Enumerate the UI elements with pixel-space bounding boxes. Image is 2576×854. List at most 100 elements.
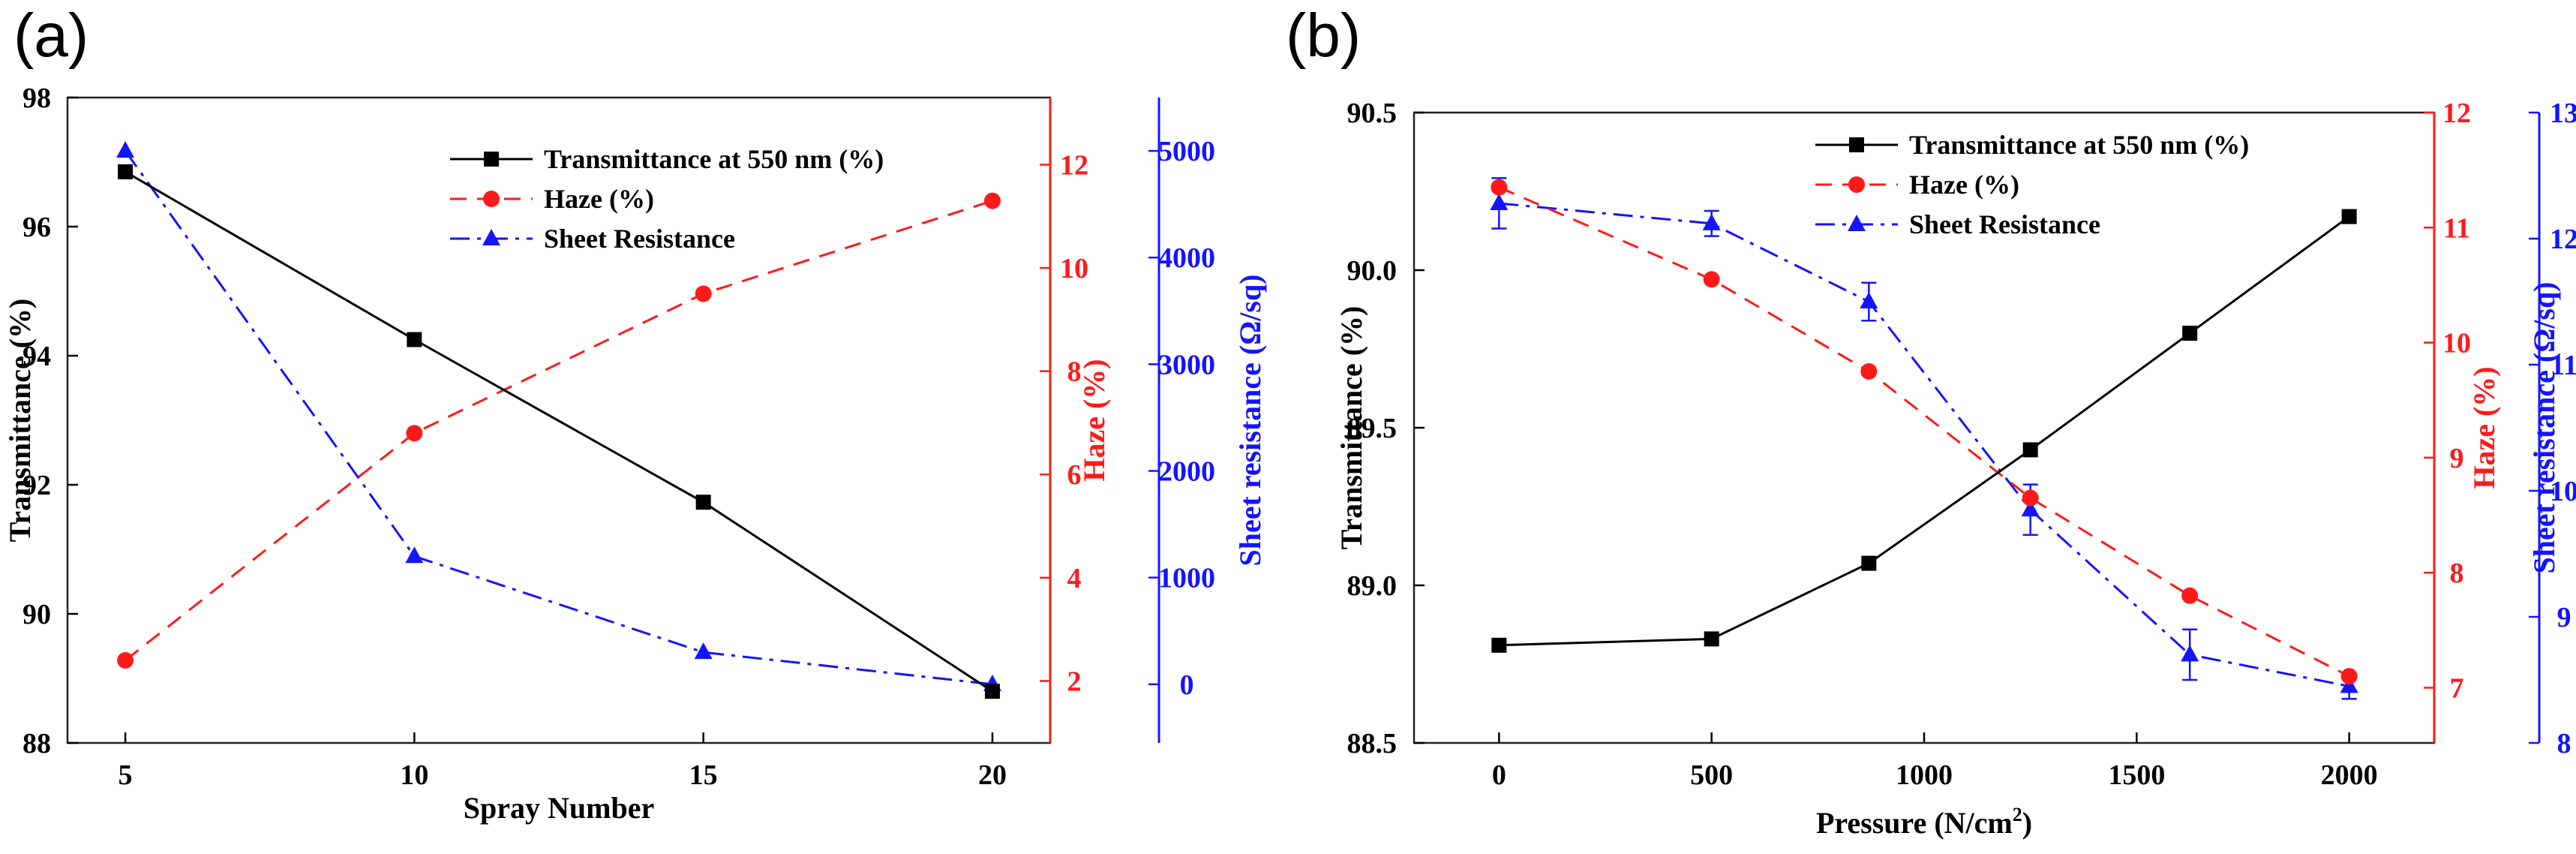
data-point-triangle bbox=[1860, 292, 1878, 308]
x-tick-label: 1500 bbox=[2108, 759, 2165, 791]
left-tick-label: 89.5 bbox=[1347, 413, 1398, 444]
data-point-square bbox=[2022, 442, 2038, 458]
outer-tick-label: 4000 bbox=[1158, 242, 1215, 274]
x-tick-label: 2000 bbox=[2321, 759, 2378, 791]
legend-label: Haze (%) bbox=[1909, 170, 2019, 200]
legend-marker-triangle bbox=[1848, 215, 1866, 231]
x-axis-title-end: ) bbox=[2022, 806, 2032, 840]
outer-tick-label: 13 bbox=[2550, 98, 2576, 129]
data-point-triangle bbox=[2340, 676, 2358, 693]
data-point-circle bbox=[2181, 587, 2199, 604]
data-point-triangle bbox=[116, 141, 135, 158]
left-tick-label: 94 bbox=[23, 341, 51, 372]
left-tick-label: 96 bbox=[23, 212, 51, 243]
right-tick-label: 12 bbox=[2442, 98, 2471, 129]
series-line-circle bbox=[1498, 186, 2350, 678]
outer-tick-label: 9 bbox=[2557, 602, 2571, 633]
right-tick-label: 10 bbox=[2442, 328, 2471, 359]
data-point-circle bbox=[695, 285, 712, 302]
right-tick-label: 6 bbox=[1067, 459, 1082, 491]
outer-tick-label: 3000 bbox=[1158, 349, 1215, 380]
left-tick-label: 92 bbox=[23, 470, 51, 501]
data-point-circle bbox=[1703, 271, 1720, 288]
data-point-square bbox=[2182, 326, 2198, 341]
x-axis-title-sup: 2 bbox=[2013, 804, 2022, 825]
data-point-square bbox=[118, 164, 134, 179]
data-point-circle bbox=[2022, 489, 2039, 507]
left-tick-label: 90.0 bbox=[1347, 255, 1398, 287]
right-axis-title: Haze (%) bbox=[1077, 359, 1111, 481]
right-tick-label: 8 bbox=[1067, 356, 1082, 388]
series-line-triangle bbox=[124, 150, 993, 686]
outer-tick-label: 0 bbox=[1180, 669, 1194, 701]
left-axis-title: Transmittance (%) bbox=[1335, 306, 1368, 550]
outer-tick-label: 2000 bbox=[1158, 456, 1215, 488]
outer-tick-label: 1000 bbox=[1158, 563, 1215, 594]
outer-tick-label: 11 bbox=[2550, 350, 2576, 381]
outer-axis-title: Sheet resistance (Ω/sq) bbox=[2527, 281, 2561, 573]
left-tick-label: 89.0 bbox=[1347, 570, 1398, 602]
data-point-circle bbox=[1860, 362, 1878, 380]
data-point-square bbox=[1491, 637, 1507, 653]
series-line-square bbox=[1499, 215, 2350, 647]
legend-label: Haze (%) bbox=[544, 184, 654, 214]
x-tick-label: 5 bbox=[119, 759, 133, 791]
data-point-triangle bbox=[1490, 193, 1509, 210]
right-tick-label: 9 bbox=[2450, 443, 2464, 474]
right-tick-label: 2 bbox=[1067, 666, 1082, 697]
left-axis-title: Transmittance (%) bbox=[3, 299, 37, 543]
series-line-triangle bbox=[1499, 202, 2349, 687]
x-tick-label: 10 bbox=[400, 759, 428, 791]
right-tick-label: 10 bbox=[1060, 253, 1088, 284]
right-tick-label: 12 bbox=[1060, 149, 1088, 181]
outer-axis-title: Sheet resistance (Ω/sq) bbox=[1233, 274, 1267, 566]
left-tick-label: 98 bbox=[23, 83, 51, 114]
legend-marker-square bbox=[1849, 137, 1864, 152]
legend-label: Transmittance at 550 nm (%) bbox=[544, 144, 884, 174]
data-point-square bbox=[984, 684, 1000, 699]
left-tick-label: 90 bbox=[23, 599, 51, 630]
data-point-circle bbox=[2340, 668, 2358, 685]
data-point-circle bbox=[983, 192, 1001, 209]
x-tick-label: 500 bbox=[1690, 759, 1733, 791]
outer-tick-label: 10 bbox=[2550, 476, 2576, 507]
right-axis-title: Haze (%) bbox=[2467, 366, 2501, 489]
series-line-circle bbox=[125, 200, 993, 662]
outer-tick-label: 5000 bbox=[1158, 136, 1215, 167]
left-tick-label: 88.5 bbox=[1347, 728, 1398, 759]
legend-label: Sheet Resistance bbox=[544, 224, 735, 254]
panel-b: (b) 0 500 1000 1500 2000 Pressure (N/cm2) 88.5 8… bbox=[1286, 2, 2576, 840]
data-point-triangle bbox=[2181, 645, 2199, 662]
data-point-triangle bbox=[694, 642, 713, 660]
outer-tick-label: 12 bbox=[2550, 224, 2576, 255]
left-tick-label: 88 bbox=[23, 728, 51, 759]
x-axis-title-main: Spray Number bbox=[464, 791, 654, 825]
left-tick-label: 90.5 bbox=[1347, 98, 1398, 129]
data-point-circle bbox=[406, 425, 423, 442]
x-tick-label: 0 bbox=[1492, 759, 1506, 791]
data-point-circle bbox=[1491, 179, 1508, 196]
panel-label: (a) bbox=[14, 2, 89, 70]
data-point-square bbox=[2341, 209, 2357, 224]
x-tick-label: 20 bbox=[978, 759, 1007, 791]
data-point-square bbox=[1704, 631, 1719, 647]
legend-label: Transmittance at 550 nm (%) bbox=[1909, 130, 2249, 160]
data-point-triangle bbox=[2021, 500, 2040, 517]
x-axis-title: Spray Number bbox=[464, 791, 654, 825]
legend-marker-circle bbox=[1848, 176, 1865, 193]
data-point-square bbox=[407, 332, 422, 347]
right-tick-label: 4 bbox=[1067, 563, 1082, 594]
plot-frame bbox=[1413, 111, 2436, 744]
panel-label: (b) bbox=[1286, 2, 1361, 70]
data-point-circle bbox=[117, 651, 134, 669]
data-point-square bbox=[695, 495, 711, 510]
legend-label: Sheet Resistance bbox=[1909, 209, 2100, 239]
x-axis-title: Pressure (N/cm2) bbox=[1816, 804, 2032, 840]
legend-marker-square bbox=[484, 152, 499, 167]
data-point-triangle bbox=[1702, 213, 1721, 230]
right-tick-label: 7 bbox=[2450, 672, 2464, 704]
legend-marker-circle bbox=[483, 191, 500, 207]
x-tick-label: 15 bbox=[689, 759, 718, 791]
